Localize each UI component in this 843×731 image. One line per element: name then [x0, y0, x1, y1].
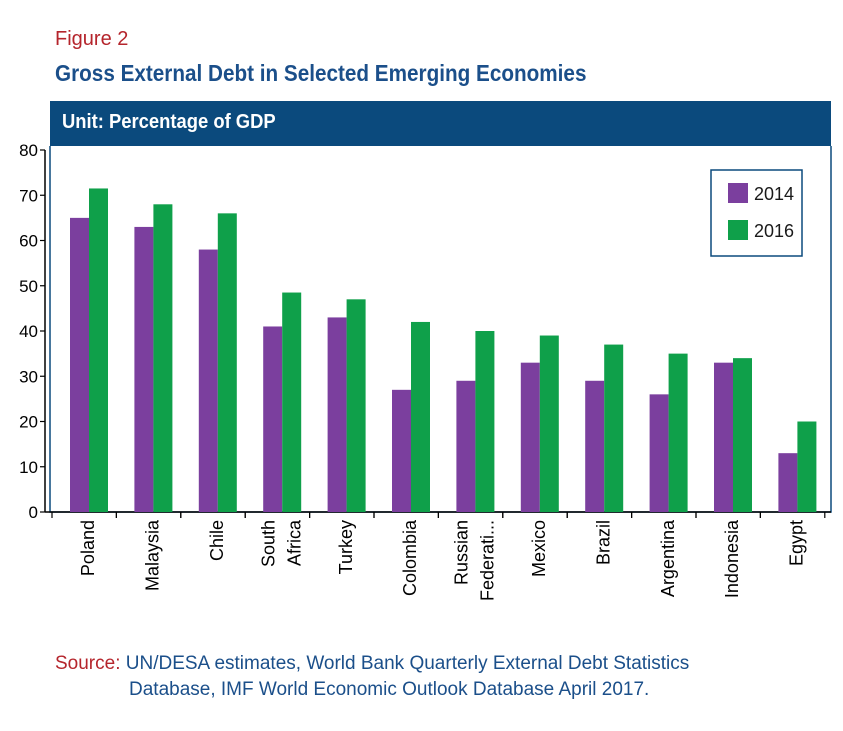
- y-tick-label: 70: [19, 186, 38, 205]
- legend-label-2014: 2014: [754, 184, 794, 204]
- bar-2014: [649, 394, 669, 512]
- bar-2016: [217, 213, 237, 512]
- y-tick-label: 80: [19, 141, 38, 160]
- bar-2014: [198, 249, 218, 513]
- source-line-1: UN/DESA estimates, World Bank Quarterly …: [125, 653, 690, 674]
- legend-swatch-2014: [728, 183, 748, 203]
- y-tick-label: 20: [19, 413, 38, 432]
- x-category-label: Chile: [207, 520, 227, 561]
- y-tick-label: 60: [19, 232, 38, 251]
- bar-2016: [668, 353, 688, 512]
- bar-chart: 0 10 20 30 40 50 60 70 80 Poland Malaysia Chile Sout…: [19, 141, 832, 601]
- bar-2016: [539, 335, 559, 512]
- bar-2016: [153, 204, 173, 513]
- y-tick-label: 10: [19, 458, 38, 477]
- x-category-label: Poland: [78, 520, 98, 576]
- source-note: Source: UN/DESA estimates, World Bank Qu…: [55, 651, 689, 703]
- bar-2016: [797, 421, 817, 512]
- bar-2014: [263, 326, 283, 512]
- x-category-label: South: [258, 520, 278, 567]
- bar-2016: [346, 299, 366, 512]
- bar-2014: [134, 226, 154, 513]
- source-label: Source:: [55, 653, 121, 674]
- x-category-label: Africa: [284, 519, 304, 566]
- y-tick-label: 50: [19, 277, 38, 296]
- x-category-label: Federati...: [478, 520, 498, 601]
- bar-2014: [456, 380, 476, 512]
- bar-2016: [89, 188, 108, 512]
- bar-2016: [411, 321, 430, 512]
- x-category-label: Turkey: [336, 520, 356, 574]
- x-category-label: Egypt: [787, 520, 807, 566]
- x-category-label: Malaysia: [143, 519, 163, 591]
- legend-label-2016: 2016: [754, 221, 794, 241]
- source-line-2: Database, IMF World Economic Outlook Dat…: [129, 679, 650, 700]
- bar-2014: [70, 217, 89, 512]
- x-category-label: Mexico: [529, 520, 549, 577]
- bar-2014: [714, 362, 733, 512]
- bar-2014: [778, 453, 798, 512]
- legend-box: [710, 169, 803, 257]
- y-tick-label: 40: [19, 322, 38, 341]
- bar-2014: [585, 380, 605, 512]
- y-tick-label: 30: [19, 367, 38, 386]
- bar-2014: [520, 362, 540, 512]
- y-tick-label: 0: [29, 503, 38, 522]
- bar-2014: [392, 389, 411, 512]
- bar-2014: [327, 317, 347, 512]
- x-category-label: Russian: [452, 520, 472, 585]
- bar-2016: [282, 292, 302, 512]
- x-category-label: Indonesia: [722, 519, 742, 598]
- bar-2016: [604, 344, 624, 512]
- x-category-label: Colombia: [400, 519, 420, 596]
- unit-label: Unit: Percentage of GDP: [62, 111, 276, 133]
- x-category-label: Brazil: [593, 520, 613, 565]
- figure-label: Figure 2: [55, 28, 129, 50]
- unit-banner: Unit: Percentage of GDP: [50, 101, 831, 146]
- x-category-label: Argentina: [658, 519, 678, 597]
- bar-2016: [733, 358, 752, 512]
- chart-title: Gross External Debt in Selected Emerging…: [55, 60, 587, 86]
- legend-swatch-2016: [728, 220, 748, 240]
- bar-2016: [475, 331, 495, 512]
